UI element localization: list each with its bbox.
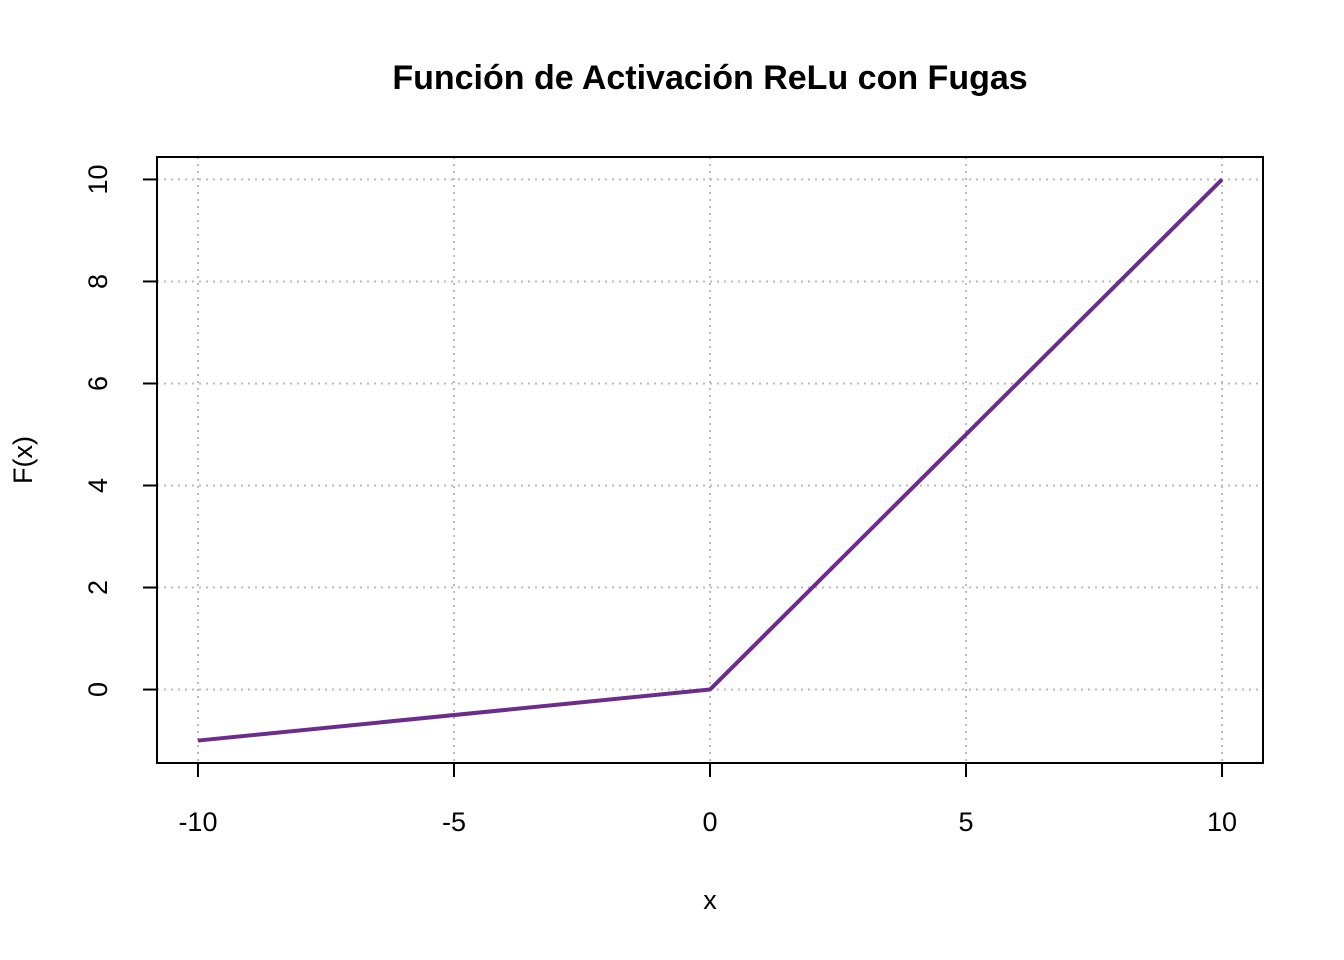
chart-title: Función de Activación ReLu con Fugas [392, 59, 1027, 97]
x-tick-label: -5 [442, 807, 466, 837]
x-tick-label: 5 [959, 807, 974, 837]
y-tick-label: 0 [83, 682, 113, 697]
y-axis-label: F(x) [8, 436, 38, 484]
y-tick-label: 6 [83, 376, 113, 391]
y-tick-label: 4 [83, 478, 113, 493]
x-axis-label: x [703, 885, 717, 915]
y-tick-label: 8 [83, 274, 113, 289]
y-tick-label: 10 [83, 164, 113, 194]
y-tick-label: 2 [83, 580, 113, 595]
x-tick-label: 0 [702, 807, 717, 837]
x-tick-label: 10 [1207, 807, 1237, 837]
x-tick-label: -10 [178, 807, 217, 837]
plot-frame [156, 156, 1264, 764]
line [197, 178, 1224, 743]
